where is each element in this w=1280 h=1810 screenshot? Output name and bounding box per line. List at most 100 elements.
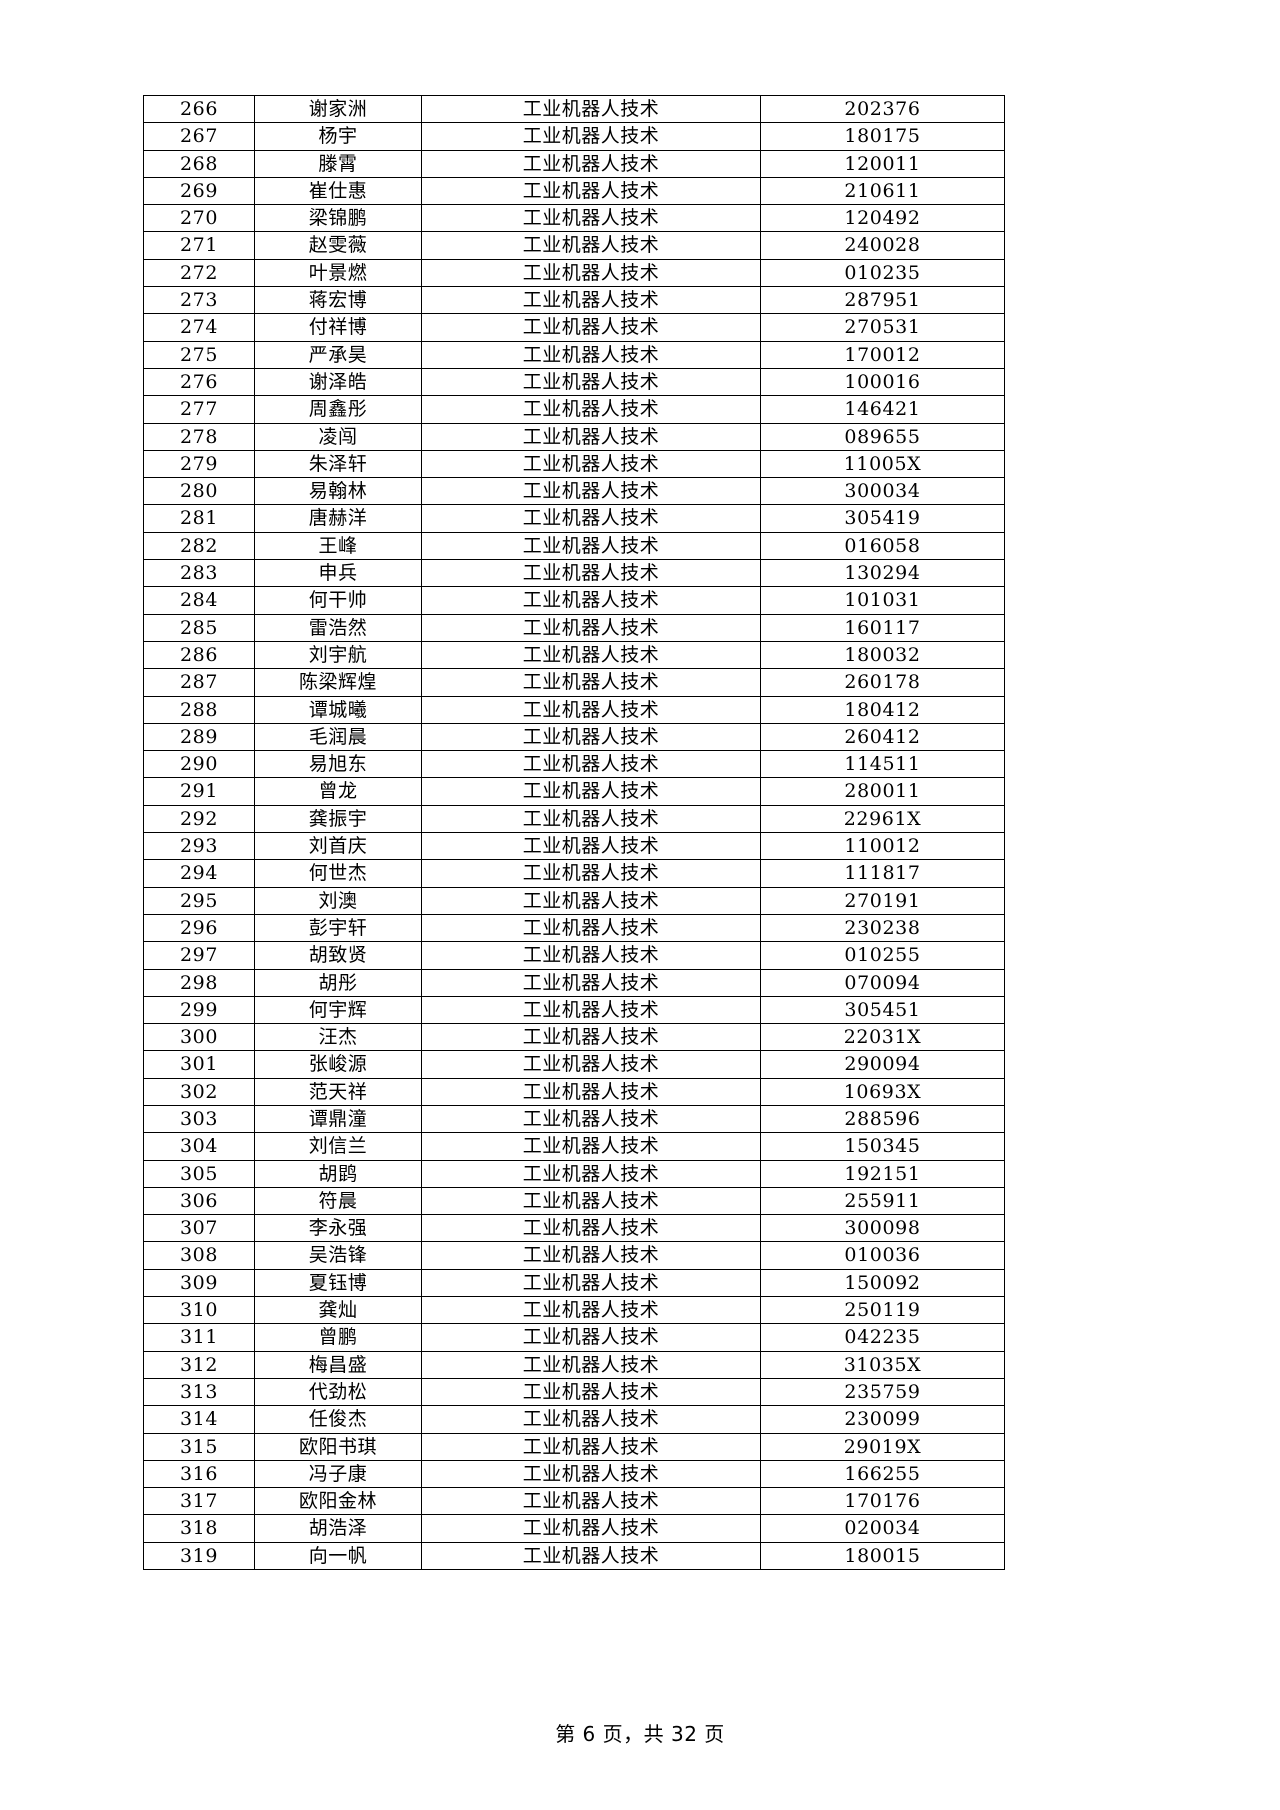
cell-sequence: 317 [143, 1487, 255, 1516]
table-row: 274 付祥博 工业机器人技术 270531 [143, 313, 1005, 342]
table-row: 302 范天祥 工业机器人技术 10693X [143, 1077, 1005, 1106]
cell-candidate-id: 042235 [760, 1323, 1005, 1352]
cell-sequence: 282 [143, 531, 255, 561]
table-row: 279 朱泽轩 工业机器人技术 11005X [143, 449, 1005, 479]
cell-major: 工业机器人技术 [421, 204, 761, 233]
cell-name: 谢家洲 [254, 94, 422, 124]
cell-candidate-id: 170176 [760, 1487, 1005, 1516]
table-row: 294 何世杰 工业机器人技术 111817 [143, 859, 1005, 888]
cell-candidate-id: 260178 [760, 668, 1005, 697]
cell-name: 梁锦鹏 [254, 204, 422, 233]
cell-sequence: 283 [143, 559, 255, 588]
cell-major: 工业机器人技术 [421, 1541, 761, 1571]
cell-candidate-id: 210611 [760, 176, 1005, 206]
cell-name: 汪杰 [254, 1023, 422, 1052]
cell-name: 崔仕惠 [254, 176, 422, 206]
cell-sequence: 267 [143, 122, 255, 151]
cell-sequence: 273 [143, 286, 255, 315]
cell-sequence: 288 [143, 695, 255, 724]
cell-name: 唐赫洋 [254, 504, 422, 533]
cell-candidate-id: 230099 [760, 1405, 1005, 1434]
cell-name: 吴浩锋 [254, 1241, 422, 1270]
cell-major: 工业机器人技术 [421, 668, 761, 697]
cell-name: 刘信兰 [254, 1132, 422, 1161]
cell-candidate-id: 250119 [760, 1296, 1005, 1325]
cell-major: 工业机器人技术 [421, 859, 761, 888]
table-row: 275 严承昊 工业机器人技术 170012 [143, 340, 1005, 369]
cell-major: 工业机器人技术 [421, 1459, 761, 1489]
cell-sequence: 269 [143, 176, 255, 206]
cell-candidate-id: 130294 [760, 559, 1005, 588]
table-row: 299 何宇辉 工业机器人技术 305451 [143, 995, 1005, 1025]
cell-sequence: 296 [143, 913, 255, 943]
cell-sequence: 301 [143, 1050, 255, 1079]
cell-major: 工业机器人技术 [421, 995, 761, 1025]
cell-sequence: 311 [143, 1323, 255, 1352]
cell-major: 工业机器人技术 [421, 531, 761, 561]
cell-major: 工业机器人技术 [421, 722, 761, 752]
cell-candidate-id: 150092 [760, 1268, 1005, 1298]
cell-sequence: 295 [143, 886, 255, 915]
cell-sequence: 315 [143, 1432, 255, 1461]
cell-major: 工业机器人技术 [421, 1214, 761, 1243]
table-row: 290 易旭东 工业机器人技术 114511 [143, 750, 1005, 779]
cell-name: 胡鹍 [254, 1159, 422, 1188]
cell-name: 谭城曦 [254, 695, 422, 724]
cell-candidate-id: 280011 [760, 777, 1005, 806]
cell-name: 胡彤 [254, 968, 422, 997]
table-row: 304 刘信兰 工业机器人技术 150345 [143, 1132, 1005, 1161]
cell-sequence: 291 [143, 777, 255, 806]
cell-candidate-id: 111817 [760, 859, 1005, 888]
cell-sequence: 275 [143, 340, 255, 369]
cell-name: 何宇辉 [254, 995, 422, 1025]
cell-candidate-id: 150345 [760, 1132, 1005, 1161]
cell-candidate-id: 260412 [760, 722, 1005, 752]
cell-name: 陈梁辉煌 [254, 668, 422, 697]
cell-name: 凌闯 [254, 422, 422, 451]
table-row: 300 汪杰 工业机器人技术 22031X [143, 1023, 1005, 1052]
cell-sequence: 271 [143, 231, 255, 260]
cell-candidate-id: 290094 [760, 1050, 1005, 1079]
table-row: 298 胡彤 工业机器人技术 070094 [143, 968, 1005, 997]
cell-candidate-id: 180412 [760, 695, 1005, 724]
cell-major: 工业机器人技术 [421, 149, 761, 178]
table-row: 307 李永强 工业机器人技术 300098 [143, 1214, 1005, 1243]
cell-candidate-id: 300098 [760, 1214, 1005, 1243]
table-row: 318 胡浩泽 工业机器人技术 020034 [143, 1514, 1005, 1543]
cell-sequence: 279 [143, 449, 255, 479]
cell-sequence: 294 [143, 859, 255, 888]
cell-sequence: 280 [143, 477, 255, 506]
cell-candidate-id: 22031X [760, 1023, 1005, 1052]
cell-name: 胡浩泽 [254, 1514, 422, 1543]
cell-major: 工业机器人技术 [421, 640, 761, 670]
cell-candidate-id: 300034 [760, 477, 1005, 506]
cell-candidate-id: 240028 [760, 231, 1005, 260]
cell-name: 胡致贤 [254, 941, 422, 970]
cell-sequence: 313 [143, 1377, 255, 1407]
table-row: 267 杨宇 工业机器人技术 180175 [143, 122, 1005, 151]
cell-candidate-id: 230238 [760, 913, 1005, 943]
cell-candidate-id: 287951 [760, 286, 1005, 315]
cell-sequence: 292 [143, 804, 255, 834]
table-row: 277 周鑫彤 工业机器人技术 146421 [143, 395, 1005, 424]
cell-major: 工业机器人技术 [421, 422, 761, 451]
cell-major: 工业机器人技术 [421, 941, 761, 970]
table-row: 310 龚灿 工业机器人技术 250119 [143, 1296, 1005, 1325]
cell-name: 申兵 [254, 559, 422, 588]
cell-major: 工业机器人技术 [421, 1077, 761, 1106]
cell-candidate-id: 166255 [760, 1459, 1005, 1489]
table-row: 297 胡致贤 工业机器人技术 010255 [143, 941, 1005, 970]
cell-candidate-id: 305451 [760, 995, 1005, 1025]
cell-major: 工业机器人技术 [421, 1296, 761, 1325]
cell-major: 工业机器人技术 [421, 176, 761, 206]
cell-major: 工业机器人技术 [421, 695, 761, 724]
cell-candidate-id: 070094 [760, 968, 1005, 997]
cell-candidate-id: 270191 [760, 886, 1005, 915]
table-row: 296 彭宇轩 工业机器人技术 230238 [143, 913, 1005, 943]
cell-major: 工业机器人技术 [421, 750, 761, 779]
cell-sequence: 272 [143, 258, 255, 288]
cell-name: 向一帆 [254, 1541, 422, 1571]
roster-table: 266 谢家洲 工业机器人技术 202376 267 杨宇 工业机器人技术 180175 268… [143, 94, 1005, 1571]
cell-candidate-id: 010255 [760, 941, 1005, 970]
